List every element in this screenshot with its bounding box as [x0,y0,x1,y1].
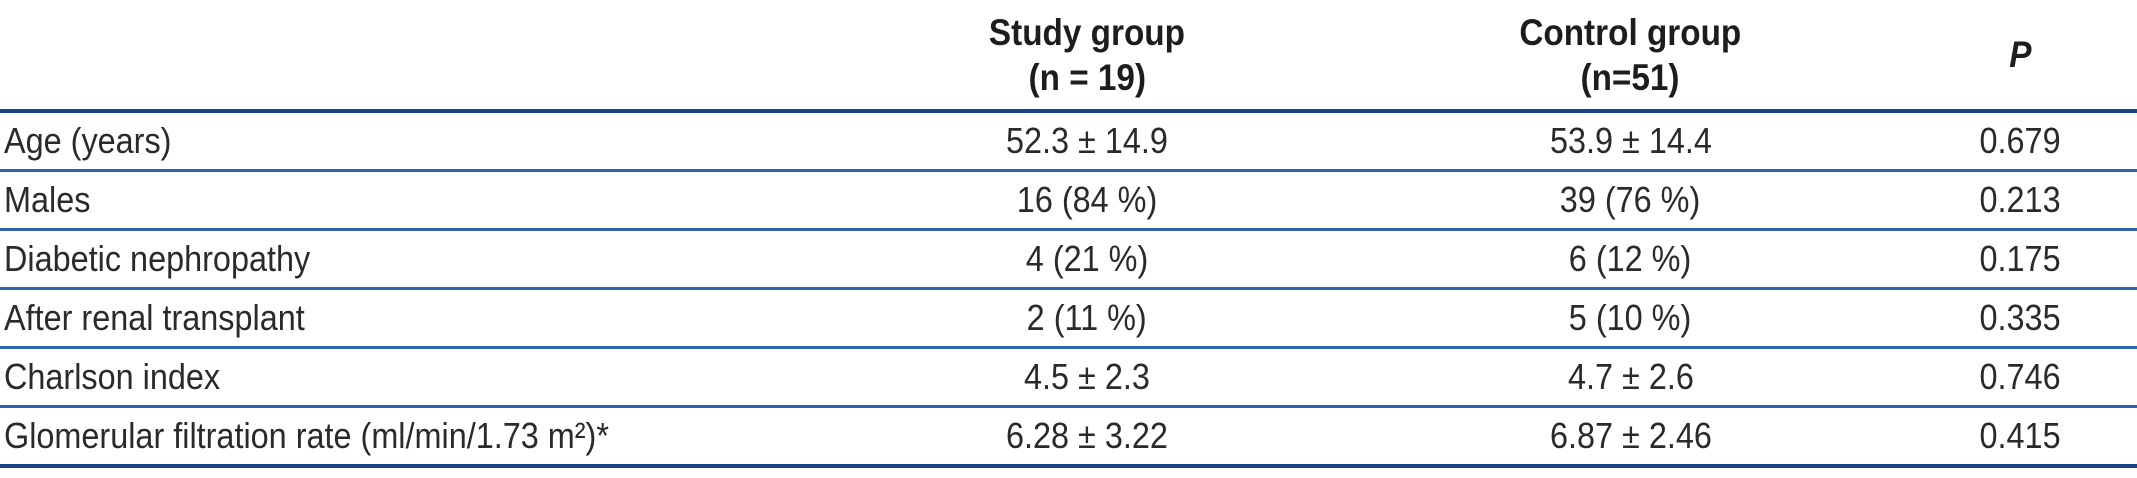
header-row: Study group (n = 19) Control group (n=51… [0,0,2137,113]
table-row-charlson-index: Charlson index 4.5 ± 2.3 4.7 ± 2.6 0.746 [0,347,2137,408]
cell-control-value: 53.9 ± 14.4 [1358,111,1903,172]
cell-p-value: 0.175 [1903,229,2137,290]
cell-control-value: 4.7 ± 2.6 [1358,347,1903,408]
cell-p-value: 0.746 [1903,347,2137,408]
row-label: Diabetic nephropathy [0,229,816,290]
header-control-group: Control group (n=51) [1358,0,1903,113]
cell-study-value: 6.28 ± 3.22 [816,406,1358,468]
cell-p-value: 0.213 [1903,170,2137,231]
table-row-renal-transplant: After renal transplant 2 (11 %) 5 (10 %)… [0,288,2137,349]
table-row-diabetic-nephropathy: Diabetic nephropathy 4 (21 %) 6 (12 %) 0… [0,229,2137,290]
table-row-age: Age (years) 52.3 ± 14.9 53.9 ± 14.4 0.67… [0,111,2137,172]
row-label: Males [0,170,816,231]
row-label: Age (years) [0,111,816,172]
row-label: Charlson index [0,347,816,408]
header-study-group-label: Study group [988,11,1186,53]
header-study-group: Study group (n = 19) [816,0,1358,113]
cell-study-value: 52.3 ± 14.9 [816,111,1358,172]
cell-control-value: 5 (10 %) [1358,288,1903,349]
header-control-group-n: (n=51) [1580,56,1680,98]
header-empty [0,0,816,113]
baseline-characteristics-table: Study group (n = 19) Control group (n=51… [0,0,2137,468]
header-study-group-n: (n = 19) [1028,56,1146,98]
table-header: Study group (n = 19) Control group (n=51… [0,0,2137,113]
cell-control-value: 39 (76 %) [1358,170,1903,231]
cell-p-value: 0.415 [1903,406,2137,468]
row-label: Glomerular filtration rate (ml/min/1.73 … [0,406,816,468]
cell-study-value: 4 (21 %) [816,229,1358,290]
header-p-value: P [1903,0,2137,113]
cell-control-value: 6.87 ± 2.46 [1358,406,1903,468]
cell-p-value: 0.335 [1903,288,2137,349]
row-label: After renal transplant [0,288,816,349]
table-body: Age (years) 52.3 ± 14.9 53.9 ± 14.4 0.67… [0,111,2137,468]
header-control-group-label: Control group [1519,11,1742,53]
table-row-males: Males 16 (84 %) 39 (76 %) 0.213 [0,170,2137,231]
cell-p-value: 0.679 [1903,111,2137,172]
table-row-gfr: Glomerular filtration rate (ml/min/1.73 … [0,406,2137,468]
cell-study-value: 2 (11 %) [816,288,1358,349]
cell-study-value: 4.5 ± 2.3 [816,347,1358,408]
cell-study-value: 16 (84 %) [816,170,1358,231]
cell-control-value: 6 (12 %) [1358,229,1903,290]
header-p-value-label: P [2008,34,2032,75]
